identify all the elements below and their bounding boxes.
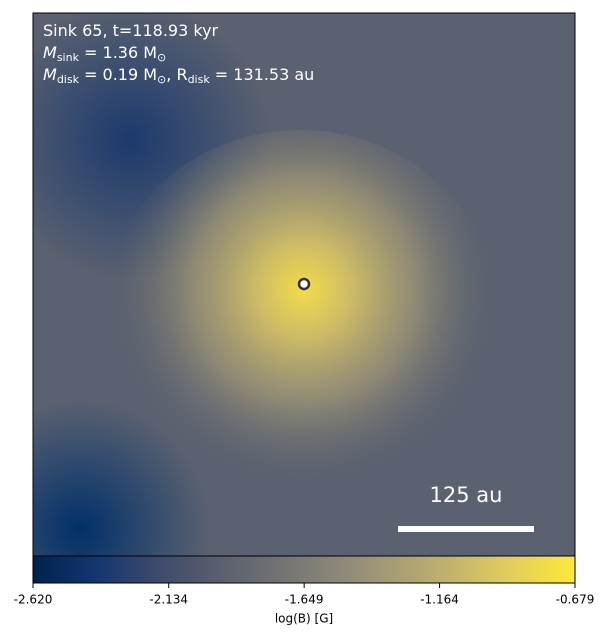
annotation-part: = 0.19 M bbox=[79, 65, 157, 84]
annotation-part: = 131.53 au bbox=[210, 65, 315, 84]
annotation-part: Sink 65, t=118.93 kyr bbox=[43, 21, 219, 40]
colorbar bbox=[32, 555, 576, 584]
colorbar-tick-label: -0.679 bbox=[556, 593, 595, 607]
annotation: Msink = 1.36 M⊙ bbox=[43, 43, 166, 65]
colorbar-tick-label: -2.620 bbox=[14, 593, 53, 607]
colorbar-tick-label: -1.649 bbox=[285, 593, 324, 607]
colorbar-tick-label: -1.164 bbox=[420, 593, 459, 607]
colorbar-tick-label: -2.134 bbox=[149, 593, 188, 607]
annotation-part: , R bbox=[166, 65, 187, 84]
annotation-part: M bbox=[43, 43, 57, 62]
annotation-part: = 1.36 M bbox=[79, 43, 157, 62]
annotation-part: ⊙ bbox=[157, 73, 166, 86]
sink-marker bbox=[297, 277, 311, 291]
colorbar-label: log(B) [G] bbox=[275, 612, 333, 626]
annotation-part: ⊙ bbox=[157, 51, 166, 64]
annotation: Sink 65, t=118.93 kyr bbox=[43, 21, 219, 40]
scale-bar-label: 125 au bbox=[430, 483, 503, 507]
scale-bar bbox=[398, 526, 534, 532]
annotation-part: M bbox=[43, 65, 57, 84]
annotation: Mdisk = 0.19 M⊙, Rdisk = 131.53 au bbox=[43, 65, 314, 87]
annotation-part: sink bbox=[57, 51, 80, 64]
annotation-part: disk bbox=[188, 73, 211, 86]
annotation-part: disk bbox=[57, 73, 80, 86]
